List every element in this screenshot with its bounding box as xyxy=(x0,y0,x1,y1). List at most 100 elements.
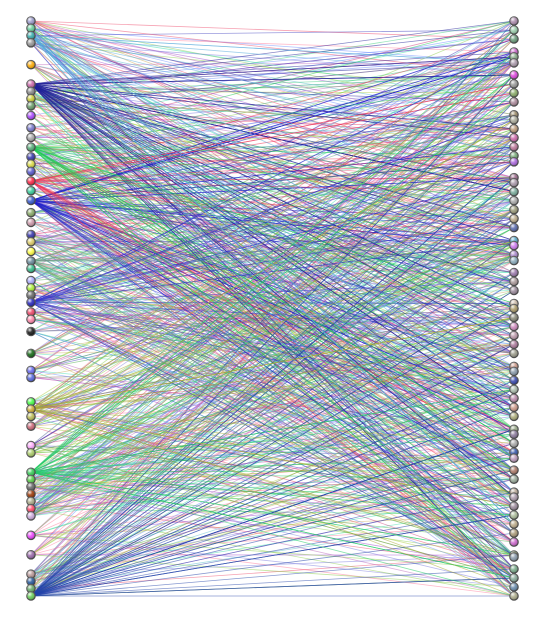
right-node-gloss-19 xyxy=(509,187,519,196)
edge-635 xyxy=(30,260,515,417)
edge-1015 xyxy=(30,35,515,64)
edge-973 xyxy=(30,302,515,507)
edge-757 xyxy=(30,20,515,85)
edge-893 xyxy=(30,191,515,597)
edge-941 xyxy=(30,101,515,473)
left-node-gloss-51 xyxy=(26,570,36,579)
left-node-36 xyxy=(26,397,36,407)
right-node-1 xyxy=(509,25,519,35)
edge-1022 xyxy=(30,35,515,255)
edge-layer xyxy=(30,20,515,597)
left-node-15 xyxy=(26,166,36,177)
left-node-gloss-49 xyxy=(26,531,36,540)
edge-1026 xyxy=(30,191,515,262)
left-node-gloss-8 xyxy=(26,101,36,111)
edge-971 xyxy=(30,302,515,399)
edge-716 xyxy=(30,83,515,435)
left-node-gloss-36 xyxy=(26,397,36,407)
edge-582 xyxy=(30,366,515,446)
right-node-gloss-51 xyxy=(509,475,519,484)
right-node-35 xyxy=(509,330,519,341)
right-node-gloss-61 xyxy=(509,564,519,574)
edge-747 xyxy=(30,29,515,85)
edge-947 xyxy=(30,302,515,556)
left-node-gloss-5 xyxy=(26,79,36,89)
right-node-gloss-6 xyxy=(509,70,519,80)
left-node-10 xyxy=(26,123,36,133)
edge-959 xyxy=(30,114,515,303)
edge-683 xyxy=(30,331,515,471)
edge-218 xyxy=(30,389,515,510)
left-node-gloss-11 xyxy=(26,133,36,142)
edge-869 xyxy=(30,209,515,597)
edge-891 xyxy=(30,442,515,597)
left-node-gloss-27 xyxy=(26,283,36,293)
left-node-30 xyxy=(26,307,36,317)
edge-982 xyxy=(30,254,515,410)
right-node-gloss-25 xyxy=(509,241,519,250)
right-node-37 xyxy=(509,348,519,359)
left-node-gloss-26 xyxy=(26,276,36,285)
edge-1025 xyxy=(30,260,515,507)
edge-779 xyxy=(30,200,515,516)
right-node-14 xyxy=(509,142,519,152)
edge-961 xyxy=(30,240,515,303)
edge-823 xyxy=(30,180,515,480)
right-node-0 xyxy=(509,16,519,26)
left-node-gloss-7 xyxy=(26,94,36,103)
right-node-44 xyxy=(509,411,519,422)
left-node-11 xyxy=(26,132,36,143)
edge-809 xyxy=(30,180,515,507)
right-node-53 xyxy=(509,492,519,502)
left-node-gloss-21 xyxy=(26,230,36,239)
edge-744 xyxy=(30,51,515,85)
edge-736 xyxy=(30,62,515,85)
edge-451 xyxy=(30,240,515,556)
edge-899 xyxy=(30,101,515,597)
left-node-gloss-2 xyxy=(26,31,36,40)
right-node-64 xyxy=(509,591,519,601)
edge-879 xyxy=(30,514,515,597)
left-node-54 xyxy=(26,591,36,601)
left-node-1 xyxy=(26,23,36,34)
edge-877 xyxy=(30,272,515,597)
right-node-gloss-1 xyxy=(509,25,519,35)
left-node-gloss-47 xyxy=(26,504,36,513)
right-node-gloss-53 xyxy=(509,493,519,502)
left-node-32 xyxy=(26,326,36,337)
right-node-51 xyxy=(509,474,519,484)
edge-945 xyxy=(30,302,515,570)
edge-912 xyxy=(30,177,515,597)
edge-376 xyxy=(30,303,515,597)
edge-644 xyxy=(30,254,515,517)
edge-762 xyxy=(30,200,515,220)
right-node-33 xyxy=(509,312,519,323)
edge-583 xyxy=(30,254,515,269)
left-node-23 xyxy=(26,246,36,257)
right-node-gloss-60 xyxy=(509,552,519,562)
edge-913 xyxy=(30,290,515,597)
edge-733 xyxy=(30,83,515,193)
right-node-16 xyxy=(509,157,519,167)
edge-660 xyxy=(30,294,515,345)
left-node-25 xyxy=(26,263,36,274)
edge-1006 xyxy=(30,35,515,493)
edge-561 xyxy=(30,281,515,410)
left-node-16 xyxy=(26,176,36,186)
edge-881 xyxy=(30,397,515,597)
edge-1031 xyxy=(30,245,515,262)
edge-1017 xyxy=(30,35,515,525)
left-node-gloss-33 xyxy=(26,349,36,358)
right-node-gloss-32 xyxy=(509,304,519,313)
edge-901 xyxy=(30,389,515,597)
left-node-27 xyxy=(26,283,36,293)
edge-983 xyxy=(30,408,515,588)
edge-970 xyxy=(30,161,515,303)
left-node-52 xyxy=(26,576,36,587)
edge-905 xyxy=(30,240,515,597)
right-node-21 xyxy=(509,204,519,215)
right-node-gloss-42 xyxy=(509,394,519,403)
edge-528 xyxy=(30,38,515,85)
edge-910 xyxy=(30,218,515,597)
left-node-gloss-22 xyxy=(26,237,36,246)
